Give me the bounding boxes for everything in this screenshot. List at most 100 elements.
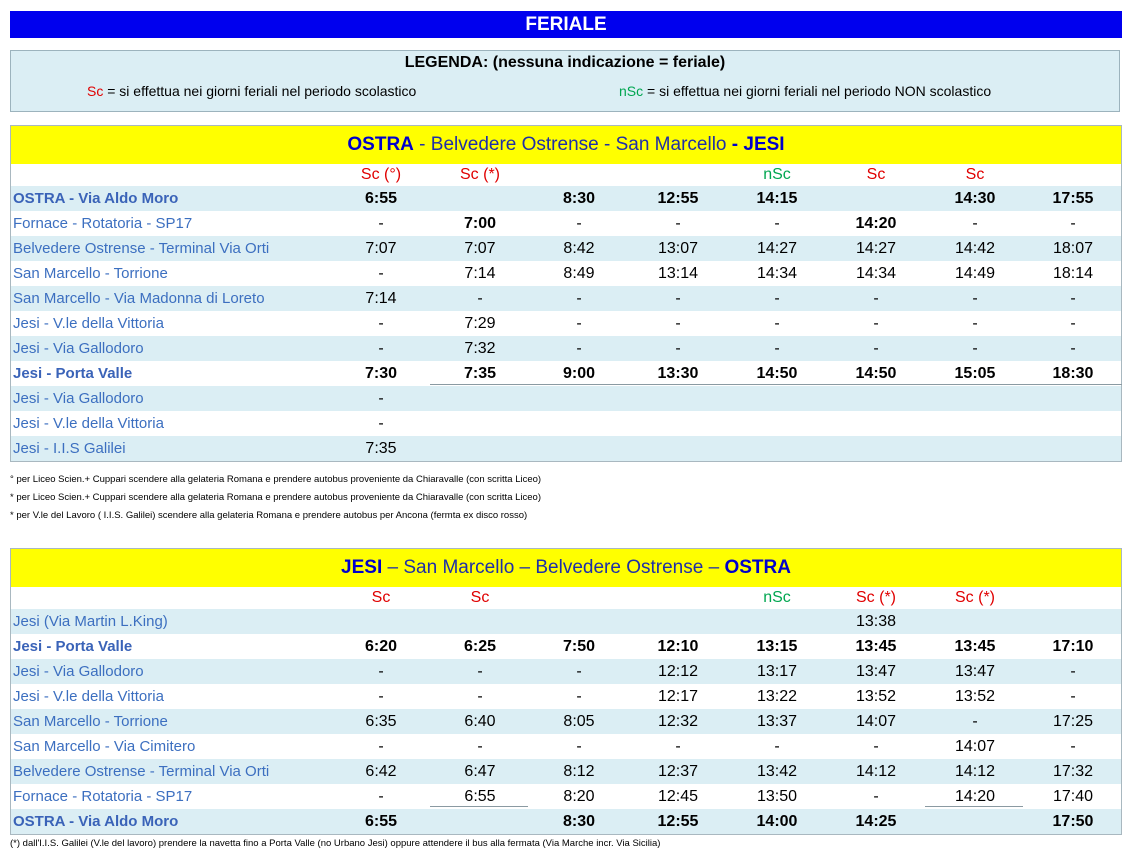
- service-code: Sc (°): [360, 166, 402, 183]
- departure-time: 18:14: [1052, 265, 1094, 282]
- stop-row: Belvedere Ostrense - Terminal Via Orti 7:…: [11, 236, 1121, 261]
- departure-time: -: [378, 340, 384, 357]
- departure-time: 6:55: [464, 788, 496, 805]
- departure-time: -: [378, 390, 384, 407]
- departure-time: -: [774, 738, 780, 755]
- departure-time: 12:45: [657, 788, 699, 805]
- stop-name: Jesi (Via Martin L.King): [13, 613, 168, 630]
- departure-time: 14:27: [855, 240, 897, 257]
- departure-time: 12:32: [657, 713, 699, 730]
- departure-time: 13:15: [756, 638, 798, 655]
- stop-row: San Marcello - Torrione 6:35 6:40 8:05 12:32…: [11, 709, 1121, 734]
- stop-name: Jesi - Via Gallodoro: [13, 390, 144, 407]
- stop-name: Fornace - Rotatoria - SP17: [13, 788, 193, 805]
- departure-time: 13:38: [855, 613, 897, 630]
- departure-time: 13:45: [855, 638, 897, 655]
- departure-time: -: [378, 688, 384, 705]
- departure-time: 12:37: [657, 763, 699, 780]
- departure-time: 13:37: [756, 713, 798, 730]
- route-title: OSTRA - Belvedere Ostrense - San Marcell…: [11, 125, 1121, 164]
- stop-name: Jesi - Via Gallodoro: [13, 663, 144, 680]
- departure-time: 13:14: [657, 265, 699, 282]
- departure-time: 13:52: [855, 688, 897, 705]
- departure-time: -: [576, 215, 582, 232]
- service-code: Sc: [470, 589, 490, 606]
- route-title: JESI – San Marcello – Belvedere Ostrense…: [11, 548, 1121, 587]
- departure-time: 6:35: [365, 713, 397, 730]
- departure-time: 13:17: [756, 663, 798, 680]
- stop-name: Jesi - Porta Valle: [13, 365, 133, 382]
- sc-text: = si effettua nei giorni feriali nel per…: [103, 83, 417, 99]
- departure-time: 6:55: [364, 190, 398, 207]
- departure-time: 12:55: [657, 813, 699, 830]
- departure-time: -: [1070, 290, 1076, 307]
- stop-row: OSTRA - Via Aldo Moro 6:55 8:30 12:55 14:15 1…: [11, 186, 1121, 211]
- departure-time: 13:22: [756, 688, 798, 705]
- departure-time: 15:05: [954, 365, 996, 382]
- departure-time: 17:32: [1052, 763, 1094, 780]
- service-code: Sc (*): [856, 589, 896, 606]
- departure-time: -: [675, 738, 681, 755]
- departure-time: 8:30: [562, 190, 596, 207]
- departure-time: -: [1070, 315, 1076, 332]
- stop-name: San Marcello - Torrione: [13, 265, 168, 282]
- nsc-text: = si effettua nei giorni feriali nel per…: [643, 83, 992, 99]
- departure-time: 14:00: [756, 813, 798, 830]
- note-3: * per V.le del Lavoro ( I.I.S. Galilei) …: [10, 510, 528, 521]
- underline-fornace-col7: [925, 806, 1023, 807]
- departure-time: 9:00: [562, 365, 596, 382]
- footnote: (*) dall'I.I.S. Galilei (V.le del lavoro…: [10, 838, 661, 849]
- departure-time: 14:20: [954, 788, 996, 805]
- stop-name: San Marcello - Via Madonna di Loreto: [13, 290, 265, 307]
- service-code: Sc: [965, 166, 985, 183]
- stop-name: OSTRA - Via Aldo Moro: [13, 190, 179, 207]
- departure-time: 14:50: [756, 365, 798, 382]
- legend-nsc: nSc = si effettua nei giorni feriali nel…: [619, 83, 991, 99]
- legend-sc: Sc = si effettua nei giorni feriali nel …: [87, 83, 416, 99]
- departure-time: 7:30: [364, 365, 398, 382]
- departure-time: 13:30: [657, 365, 699, 382]
- departure-time: 14:20: [855, 215, 897, 232]
- departure-time: 6:42: [365, 763, 397, 780]
- stop-name: Belvedere Ostrense - Terminal Via Orti: [13, 763, 270, 780]
- stop-row: Jesi - V.le della Vittoria - 7:29 - - - - - -: [11, 311, 1121, 336]
- departure-time: 14:42: [954, 240, 996, 257]
- departure-time: 14:49: [954, 265, 996, 282]
- departure-time: 14:07: [954, 738, 996, 755]
- route-title-origin: JESI: [341, 557, 383, 578]
- departure-time: 13:47: [954, 663, 996, 680]
- departure-time: 17:40: [1052, 788, 1094, 805]
- departure-time: -: [477, 290, 483, 307]
- departure-time: 6:47: [464, 763, 496, 780]
- stop-row: Fornace - Rotatoria - SP17 - 6:55 8:20 12:45…: [11, 784, 1121, 809]
- departure-time: 7:07: [464, 240, 496, 257]
- departure-time: -: [378, 315, 384, 332]
- stop-name: Belvedere Ostrense - Terminal Via Orti: [13, 240, 270, 257]
- departure-time: 17:50: [1052, 813, 1094, 830]
- departure-time: -: [378, 738, 384, 755]
- departure-time: -: [378, 215, 384, 232]
- stop-name: OSTRA - Via Aldo Moro: [13, 813, 179, 830]
- stop-name: San Marcello - Torrione: [13, 713, 168, 730]
- departure-time: 12:55: [657, 190, 699, 207]
- departure-time: 13:50: [756, 788, 798, 805]
- timetable-body: Sc (°) Sc (*) nSc Sc Sc OSTRA - Via Aldo Moro…: [11, 164, 1121, 461]
- departure-time: -: [576, 688, 582, 705]
- stop-row: Jesi - V.le della Vittoria -: [11, 411, 1121, 436]
- departure-time: 6:20: [364, 638, 398, 655]
- departure-time: -: [675, 215, 681, 232]
- departure-time: 12:12: [657, 663, 699, 680]
- departure-time: -: [972, 315, 978, 332]
- departure-time: 8:49: [563, 265, 595, 282]
- header-row: Sc (°) Sc (*) nSc Sc Sc: [11, 164, 1121, 186]
- departure-time: 8:20: [563, 788, 595, 805]
- service-code: Sc (*): [955, 589, 995, 606]
- header-row: Sc Sc nSc Sc (*) Sc (*): [11, 587, 1121, 609]
- departure-time: 7:32: [464, 340, 496, 357]
- departure-time: -: [873, 290, 879, 307]
- departure-time: 14:07: [855, 713, 897, 730]
- departure-time: -: [873, 738, 879, 755]
- departure-time: 17:55: [1052, 190, 1094, 207]
- departure-time: 14:50: [855, 365, 897, 382]
- departure-time: -: [873, 340, 879, 357]
